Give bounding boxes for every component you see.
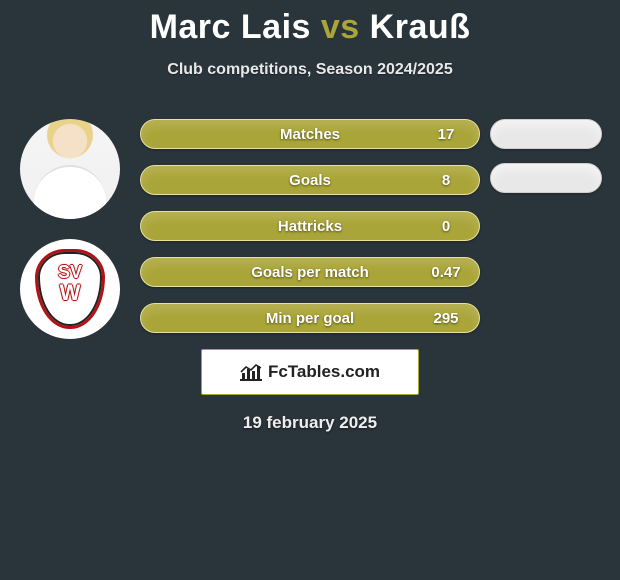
stat-row: Matches17: [140, 119, 480, 151]
stat-value-left: 0.47: [416, 257, 476, 289]
subtitle: Club competitions, Season 2024/2025: [0, 61, 620, 79]
player-avatar: [20, 119, 120, 219]
club-badge: [20, 239, 120, 339]
title-vs: vs: [321, 8, 360, 46]
stat-value-left: 0: [416, 211, 476, 243]
brand-chart-icon: [240, 363, 262, 381]
stat-row: Goals per match0.47: [140, 257, 480, 289]
comparison-panel: Matches17 Goals8 Hattricks0 Goals per match…: [0, 119, 620, 335]
stat-row: Min per goal295: [140, 303, 480, 335]
stat-bar-right: [490, 163, 602, 193]
page-title: Marc Lais vs Krauß: [0, 0, 620, 47]
left-avatar-column: [10, 119, 130, 359]
right-pill-column: [490, 119, 602, 207]
stat-row: Hattricks0: [140, 211, 480, 243]
stat-value-left: 17: [416, 119, 476, 151]
snapshot-date: 19 february 2025: [0, 413, 620, 433]
title-right: Krauß: [370, 8, 471, 46]
stat-value-left: 295: [416, 303, 476, 335]
brand-badge[interactable]: FcTables.com: [201, 349, 419, 395]
stat-row: Goals8: [140, 165, 480, 197]
brand-text: FcTables.com: [268, 362, 380, 382]
stat-bars: Matches17 Goals8 Hattricks0 Goals per match…: [140, 119, 480, 335]
stat-bar-right: [490, 119, 602, 149]
title-left: Marc Lais: [150, 8, 311, 46]
stat-value-left: 8: [416, 165, 476, 197]
